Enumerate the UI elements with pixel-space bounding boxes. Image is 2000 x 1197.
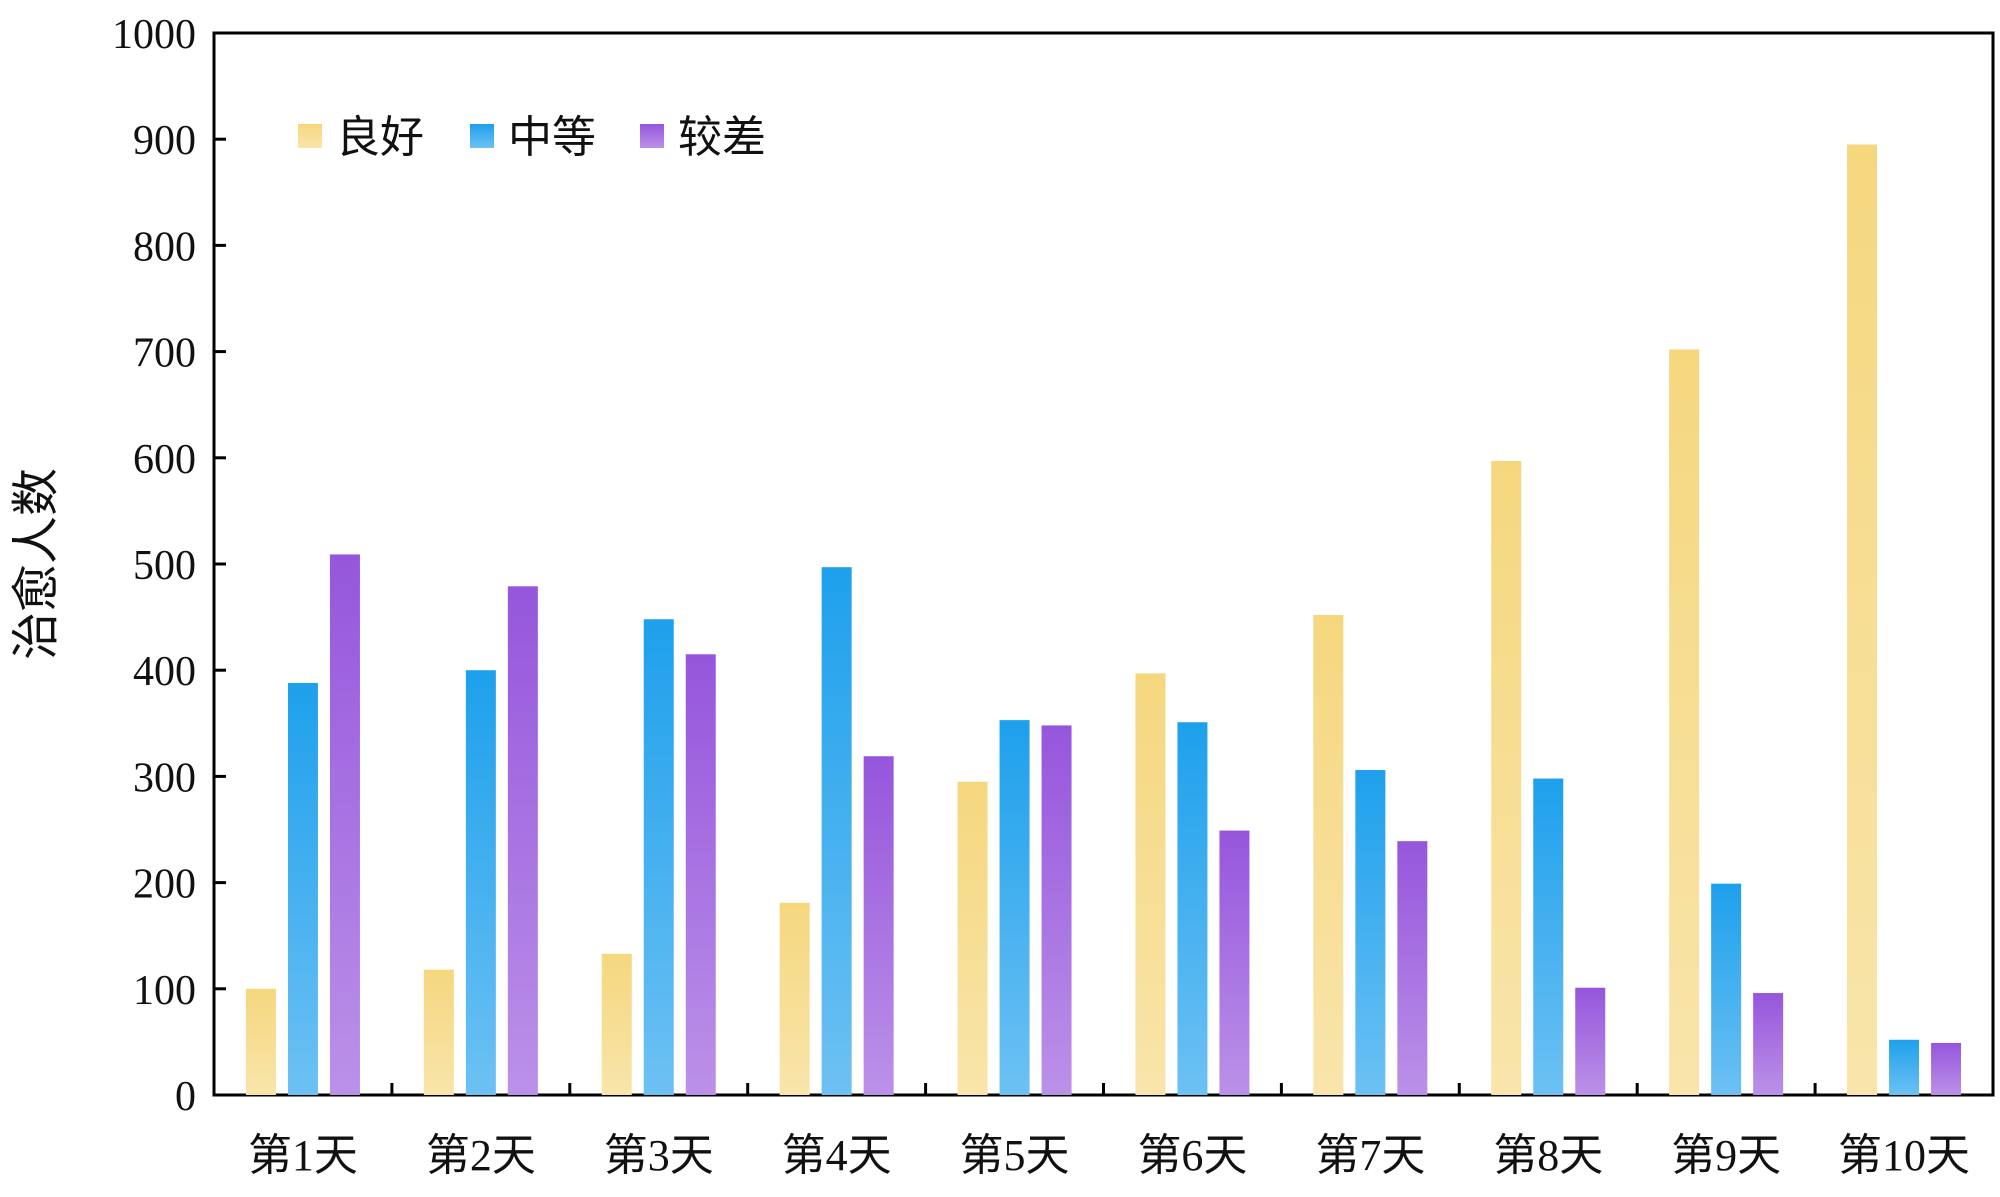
bars: [245, 144, 1962, 1096]
bar-良好-第7天: [1313, 614, 1344, 1095]
legend-label: 中等: [508, 113, 596, 162]
y-tick-label: 600: [133, 437, 196, 483]
legend-swatch: [470, 124, 494, 148]
x-tick-label: 第6天: [1137, 1131, 1247, 1180]
x-tick-label: 第10天: [1838, 1131, 1970, 1180]
bar-中等-第7天: [1355, 770, 1386, 1095]
bar-较差-第4天: [863, 756, 894, 1095]
bar-较差-第3天: [685, 654, 716, 1095]
bar-中等-第6天: [1177, 722, 1208, 1095]
x-tick-label: 第8天: [1493, 1131, 1603, 1180]
x-tick-label: 第5天: [960, 1131, 1070, 1180]
y-tick-label: 700: [133, 331, 196, 377]
bar-中等-第5天: [999, 720, 1030, 1095]
bar-良好-第3天: [601, 953, 632, 1095]
x-axis: 第1天 第2天 第3天 第4天 第5天 第6天 第7天 第8天 第9天 第10天: [248, 1083, 1970, 1180]
bar-良好-第1天: [245, 988, 276, 1095]
bar-较差-第7天: [1397, 841, 1428, 1095]
bar-中等-第1天: [287, 682, 318, 1095]
bar-较差-第10天: [1931, 1042, 1962, 1095]
y-tick-label: 200: [133, 862, 196, 908]
bar-良好-第9天: [1669, 349, 1700, 1095]
x-tick-label: 第2天: [426, 1131, 536, 1180]
y-tick-label: 1000: [112, 12, 196, 58]
bar-良好-第8天: [1491, 460, 1522, 1096]
bar-较差-第8天: [1575, 987, 1606, 1095]
bar-中等-第4天: [821, 567, 852, 1095]
legend: 良好 中等 较差: [298, 113, 766, 162]
bar-良好-第6天: [1135, 673, 1166, 1095]
y-axis-title: 治愈人数: [10, 468, 63, 660]
y-tick-label: 0: [175, 1074, 196, 1120]
bar-中等-第2天: [465, 670, 496, 1095]
y-tick-label: 100: [133, 968, 196, 1014]
x-tick-label: 第1天: [248, 1131, 358, 1180]
bar-良好-第10天: [1847, 144, 1878, 1095]
legend-swatch: [298, 124, 322, 148]
bar-中等-第10天: [1889, 1039, 1920, 1095]
y-axis: 0 100 200 300 400 500 600 700 800 900 1000: [112, 12, 226, 1120]
bar-中等-第3天: [643, 619, 674, 1095]
bar-较差-第1天: [329, 554, 360, 1095]
x-tick-label: 第7天: [1315, 1131, 1425, 1180]
bar-中等-第9天: [1711, 883, 1742, 1095]
bar-良好-第2天: [423, 969, 454, 1095]
y-tick-label: 300: [133, 755, 196, 801]
bar-良好-第5天: [957, 781, 988, 1095]
x-tick-label: 第4天: [782, 1131, 892, 1180]
bar-良好-第4天: [779, 902, 810, 1095]
x-tick-label: 第9天: [1671, 1131, 1781, 1180]
y-tick-label: 900: [133, 118, 196, 164]
legend-label: 较差: [678, 113, 766, 162]
bar-较差-第6天: [1219, 830, 1250, 1095]
bar-较差-第5天: [1041, 725, 1072, 1095]
bar-较差-第9天: [1753, 993, 1784, 1095]
bar-中等-第8天: [1533, 778, 1564, 1095]
legend-label: 良好: [336, 113, 424, 162]
y-tick-label: 800: [133, 224, 196, 270]
y-tick-label: 400: [133, 649, 196, 695]
bar-较差-第2天: [507, 586, 538, 1095]
legend-swatch: [640, 124, 664, 148]
y-tick-label: 500: [133, 543, 196, 589]
x-tick-label: 第3天: [604, 1131, 714, 1180]
